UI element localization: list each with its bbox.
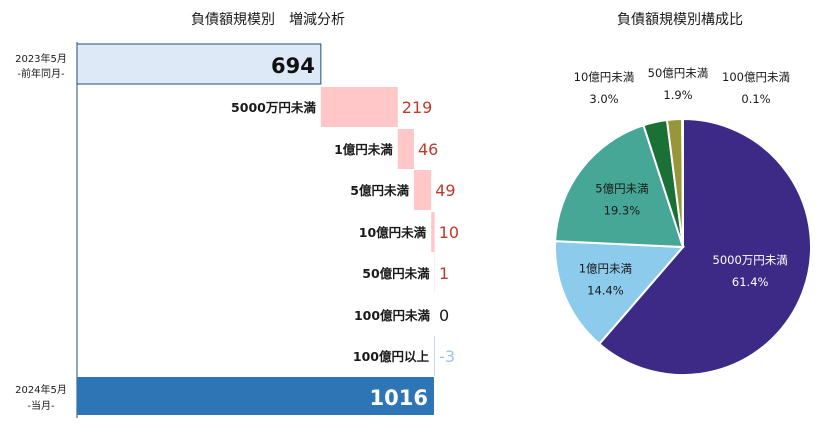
value-label: 219 — [402, 98, 433, 117]
pie-slice — [554, 240, 686, 346]
waterfall-bar — [320, 87, 398, 127]
pie-slice-percent: 3.0% — [589, 92, 618, 106]
category-label: 5億円未満 — [350, 183, 409, 198]
end-label-line2: -当月- — [27, 399, 55, 412]
waterfall-chart: 負債額規模別 増減分析 2023年5月 -前年同月- 2024年5月 -当月- … — [15, 11, 459, 418]
waterfall-bar — [434, 336, 436, 376]
category-label: 5000万円未満 — [231, 100, 316, 115]
value-label: 0 — [439, 306, 449, 325]
category-label: 10億円未満 — [359, 225, 427, 240]
start-label-line1: 2023年5月 — [15, 52, 67, 65]
waterfall-title: 負債額規模別 増減分析 — [191, 11, 345, 28]
pie-slice — [597, 117, 812, 376]
pie-slice-percent: 0.1% — [741, 92, 770, 106]
value-label: -3 — [439, 347, 455, 366]
pie-slice — [681, 117, 684, 248]
pie-slice-label: 10億円未満 — [574, 70, 635, 84]
waterfall-bar — [413, 170, 432, 210]
waterfall-bar — [397, 129, 414, 169]
start-bar — [76, 43, 322, 85]
pie-slice-label: 1億円未満 — [579, 261, 632, 275]
category-label: 100億円未満 — [354, 308, 431, 323]
category-label: 1億円未満 — [334, 142, 393, 157]
value-label: 1 — [439, 264, 449, 283]
pie-slice-percent: 19.3% — [604, 203, 641, 217]
end-bar — [77, 377, 434, 415]
end-value-label: 1016 — [370, 386, 428, 410]
category-label: 100億円以上 — [353, 349, 430, 364]
value-label: 46 — [418, 140, 438, 159]
pie-slice-label: 5000万円未満 — [713, 253, 788, 267]
pie-slice-label: 100億円未満 — [722, 70, 790, 84]
category-label: 50億円未満 — [362, 266, 430, 281]
pie-slice-label: 5億円未満 — [595, 181, 648, 195]
start-label-line2: -前年同月- — [17, 67, 65, 80]
value-label: 10 — [439, 223, 459, 242]
pie-slice-percent: 1.9% — [663, 88, 692, 102]
value-label: 49 — [435, 181, 455, 200]
pie-slice-percent: 14.4% — [587, 283, 624, 297]
pie-chart: 負債額規模別構成比 5000万円未満 61.4% 1億円未満 14.4% 5億円未満 19… — [554, 12, 812, 376]
pie-slice — [554, 123, 685, 249]
end-label-line1: 2024年5月 — [15, 383, 67, 396]
start-value-label: 694 — [271, 54, 315, 78]
pie-slice-label: 50億円未満 — [648, 66, 709, 80]
waterfall-bar — [431, 212, 435, 252]
pie-title: 負債額規模別構成比 — [617, 12, 743, 28]
pie-slice-percent: 61.4% — [732, 275, 769, 289]
